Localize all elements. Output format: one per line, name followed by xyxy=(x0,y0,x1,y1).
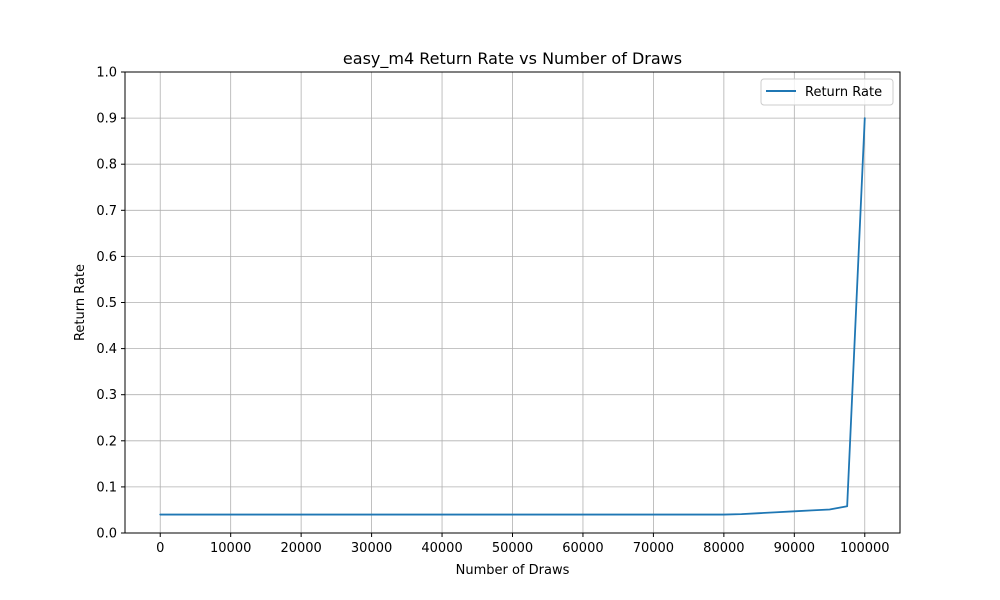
y-tick-label: 0.4 xyxy=(96,342,117,357)
x-tick-label: 40000 xyxy=(421,541,462,556)
x-tick-label: 50000 xyxy=(492,541,533,556)
x-tick-label: 100000 xyxy=(840,541,890,556)
legend: Return Rate xyxy=(760,78,894,106)
x-tick-label: 80000 xyxy=(703,541,744,556)
y-tick-label: 1.0 xyxy=(96,66,117,81)
y-tick-label: 0.9 xyxy=(96,112,117,127)
y-tick-label: 0.2 xyxy=(96,434,117,449)
x-tick-label: 30000 xyxy=(351,541,392,556)
y-axis-label: Return Rate xyxy=(73,264,88,341)
series-line-return-rate xyxy=(159,117,866,516)
x-tick-label: 90000 xyxy=(774,541,815,556)
y-tick-label: 0.5 xyxy=(96,296,117,311)
x-tick-label: 0 xyxy=(156,541,164,556)
y-tick-label: 0.3 xyxy=(96,388,117,403)
y-tick-label: 0.7 xyxy=(96,204,117,219)
y-tick-label: 0.8 xyxy=(96,158,117,173)
series-layer xyxy=(159,117,866,516)
x-tick-label: 70000 xyxy=(633,541,674,556)
axis-ticks: 0 10000 20000 30000 40000 50000 60000 70000 8000… xyxy=(96,66,889,557)
x-axis-label: Number of Draws xyxy=(456,563,570,578)
legend-label-return-rate: Return Rate xyxy=(805,85,882,100)
x-tick-label: 60000 xyxy=(562,541,603,556)
x-tick-label: 20000 xyxy=(280,541,321,556)
chart-title: easy_m4 Return Rate vs Number of Draws xyxy=(343,49,682,69)
x-tick-label: 10000 xyxy=(210,541,251,556)
legend-box xyxy=(760,78,894,106)
y-tick-label: 0.0 xyxy=(96,527,117,542)
y-tick-label: 0.6 xyxy=(96,250,117,265)
y-tick-label: 0.1 xyxy=(96,480,117,495)
